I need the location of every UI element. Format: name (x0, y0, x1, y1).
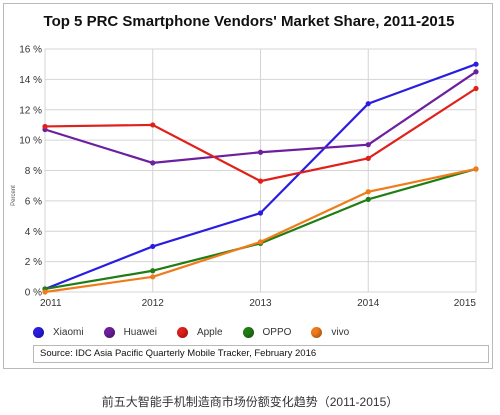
data-point-xiaomi (473, 61, 479, 67)
axis-layer: 0 % 2 % 4 % 6 % 8 % 10 % 12 % 14 % 16 % 2011 2012 2… (11, 45, 476, 310)
x-tick-label: 2012 (142, 298, 165, 309)
x-tick-label: 2011 (40, 298, 62, 309)
legend-marker-icon (176, 326, 188, 338)
data-point-huawei (365, 142, 371, 148)
legend-item-xiaomi: Xiaomi (33, 326, 84, 338)
x-tick-label: 2015 (454, 298, 477, 309)
y-tick-label: 6 % (25, 196, 42, 207)
legend-item-vivo: vivo (311, 326, 350, 338)
data-point-xiaomi (150, 243, 156, 250)
legend-label: vivo (331, 326, 350, 338)
data-point-xiaomi (365, 101, 371, 107)
legend-label: OPPO (262, 326, 292, 338)
series-layer (42, 61, 479, 295)
data-point-vivo (365, 189, 371, 195)
legend-item-apple: Apple (176, 326, 223, 338)
data-point-vivo (473, 166, 479, 172)
x-tick-label: 2013 (249, 298, 272, 309)
legend-label: Apple (196, 326, 223, 338)
chart-frame: Top 5 PRC Smartphone Vendors' Market Sha… (3, 3, 493, 369)
legend-label: Xiaomi (53, 326, 84, 338)
y-tick-label: 10 % (19, 136, 42, 147)
figure-caption: 前五大智能手机制造商市场份额变化趋势（2011-2015） (101, 395, 399, 409)
legend-item-oppo: OPPO (242, 326, 292, 338)
x-tick-label: 2014 (357, 298, 380, 309)
line-chart: 0 % 2 % 4 % 6 % 8 % 10 % 12 % 14 % 16 % 2011 2012 2… (11, 45, 479, 310)
legend: Xiaomi Huawei Apple OPPO vivo (33, 324, 369, 340)
data-point-apple (42, 123, 48, 130)
data-point-xiaomi (257, 210, 264, 216)
data-point-vivo (42, 289, 48, 295)
data-point-apple (257, 178, 264, 184)
legend-item-huawei: Huawei (103, 326, 157, 338)
chart-title: Top 5 PRC Smartphone Vendors' Market Sha… (43, 13, 455, 30)
data-point-huawei (473, 69, 479, 75)
data-point-huawei (257, 149, 264, 155)
y-tick-label: 14 % (19, 75, 42, 86)
legend-marker-icon (33, 326, 44, 338)
y-tick-label: 2 % (25, 257, 42, 268)
data-point-apple (473, 85, 479, 92)
data-point-apple (365, 155, 371, 161)
data-point-oppo (150, 268, 156, 274)
data-point-huawei (150, 160, 156, 166)
grid-layer (44, 48, 477, 293)
legend-label: Huawei (123, 326, 157, 338)
legend-marker-icon (311, 326, 323, 338)
y-tick-label: 0 % (25, 288, 42, 299)
data-point-vivo (150, 274, 156, 280)
data-point-oppo (365, 196, 371, 202)
legend-marker-icon (103, 326, 115, 338)
y-tick-label: 12 % (19, 105, 42, 116)
legend-marker-icon (242, 326, 254, 338)
y-tick-label: 16 % (19, 45, 42, 56)
source-note: Source: IDC Asia Pacific Quarterly Mobil… (33, 345, 489, 363)
y-tick-label: 8 % (25, 166, 42, 177)
data-point-vivo (257, 239, 264, 245)
data-point-apple (150, 122, 156, 128)
y-tick-label: 4 % (25, 227, 42, 238)
y-axis-label: Percent (11, 185, 17, 206)
